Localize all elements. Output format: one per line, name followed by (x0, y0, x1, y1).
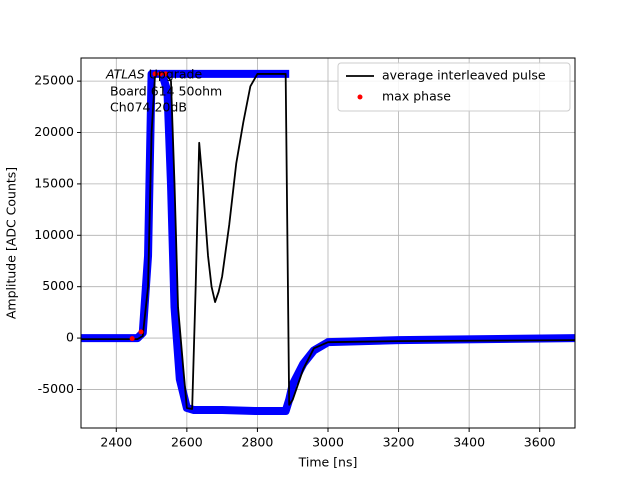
annotation: ATLAS (105, 67, 145, 82)
marker (163, 71, 169, 77)
legend-label: max phase (382, 89, 451, 104)
marker (157, 71, 163, 77)
x-tick-label: 2800 (242, 435, 274, 450)
marker (138, 329, 144, 335)
axes-frame (80, 57, 576, 429)
marker (129, 336, 135, 342)
legend-label: average interleaved pulse (382, 68, 546, 83)
y-tick-label: 10000 (34, 227, 74, 242)
marker (152, 71, 158, 77)
legend-swatch (357, 94, 363, 100)
y-tick-label: 25000 (34, 73, 74, 88)
x-tick-label: 3000 (312, 435, 344, 450)
x-tick-label: 3200 (383, 435, 415, 450)
y-tick-label: 20000 (34, 124, 74, 139)
y-tick-label: 0 (66, 330, 74, 345)
plot-area (81, 69, 575, 416)
y-tick-label: -5000 (38, 381, 74, 396)
y-axis-label: Amplitude [ADC Counts] (4, 167, 19, 319)
y-tick-label: 5000 (42, 278, 74, 293)
x-tick-label: 3400 (453, 435, 485, 450)
annotation: Upgrade (149, 67, 203, 82)
x-tick-label: 2600 (171, 435, 203, 450)
annotation: Ch074 20dB (110, 100, 187, 115)
x-axis-label: Time [ns] (298, 455, 358, 470)
y-tick-label: 15000 (34, 175, 74, 190)
x-tick-label: 2400 (100, 435, 132, 450)
annotation: Board 614 50ohm (110, 84, 222, 99)
legend-box (337, 62, 571, 112)
x-tick-label: 3600 (524, 435, 556, 450)
